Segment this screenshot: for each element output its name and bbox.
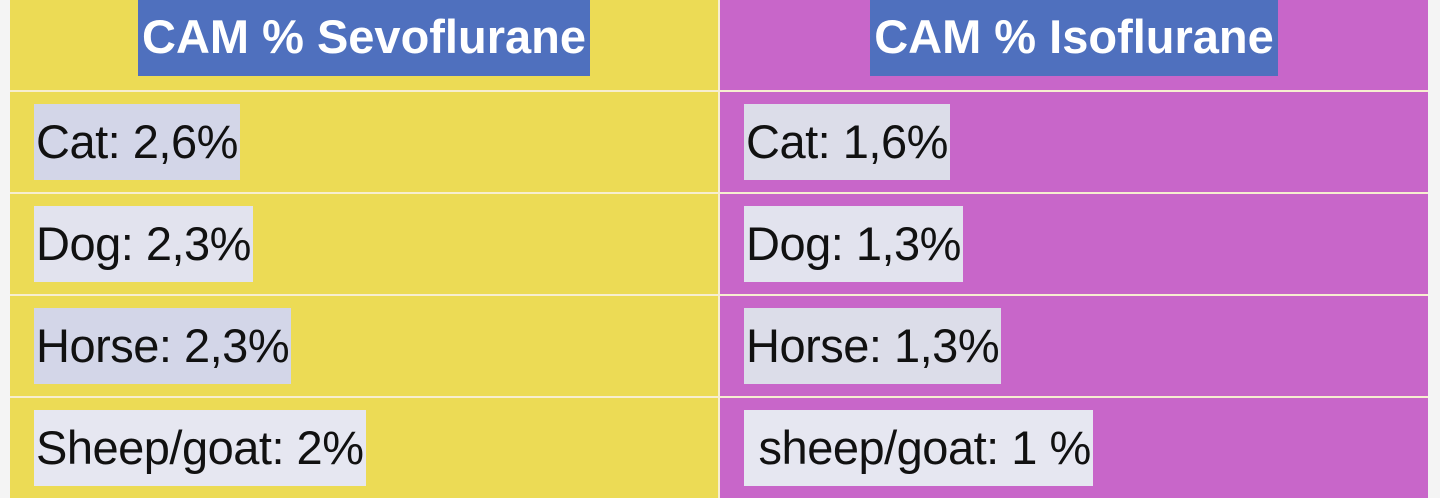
table-cell: Horse: 1,3%	[720, 296, 1428, 396]
cell-text: sheep/goat: 1 %	[744, 410, 1093, 486]
header-sevoflurane: CAM % Sevoflurane	[10, 0, 718, 90]
cell-text: Cat: 2,6%	[34, 104, 240, 180]
table-cell: Sheep/goat: 2%	[10, 398, 718, 498]
cell-text: Dog: 1,3%	[744, 206, 963, 282]
cell-text: Sheep/goat: 2%	[34, 410, 366, 486]
table-cell: Dog: 1,3%	[720, 194, 1428, 294]
header-isoflurane: CAM % Isoflurane	[720, 0, 1428, 90]
cell-text: Cat: 1,6%	[744, 104, 950, 180]
cell-text: Dog: 2,3%	[34, 206, 253, 282]
cell-text: Horse: 1,3%	[744, 308, 1002, 384]
header-isoflurane-label: CAM % Isoflurane	[870, 0, 1278, 76]
header-sevoflurane-label: CAM % Sevoflurane	[138, 0, 590, 76]
table-cell: sheep/goat: 1 %	[720, 398, 1428, 498]
table-cell: Cat: 2,6%	[10, 92, 718, 192]
table-cell: Cat: 1,6%	[720, 92, 1428, 192]
cam-table: CAM % Sevoflurane CAM % Isoflurane Cat: …	[10, 0, 1428, 498]
table-cell: Horse: 2,3%	[10, 296, 718, 396]
table-cell: Dog: 2,3%	[10, 194, 718, 294]
cell-text: Horse: 2,3%	[34, 308, 292, 384]
